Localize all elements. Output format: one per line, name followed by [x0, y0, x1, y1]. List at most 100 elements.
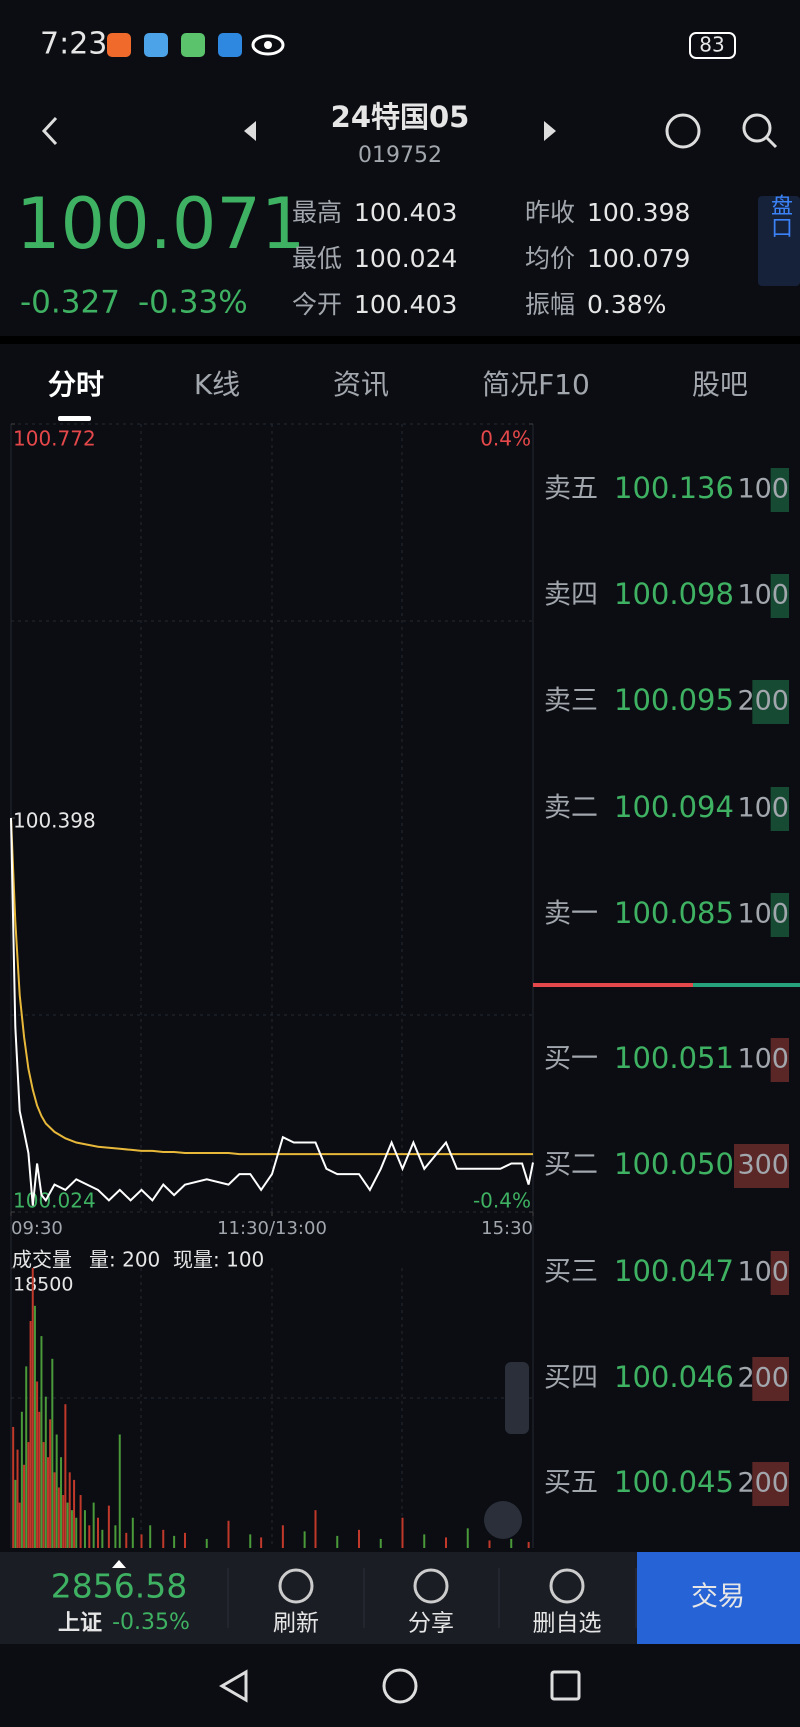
book-label: 卖一	[544, 899, 598, 930]
volume-bar	[68, 1472, 71, 1548]
volume-bar	[101, 1529, 104, 1548]
volume-bar	[379, 1538, 382, 1548]
stat-value: 100.403	[354, 290, 457, 319]
expand-button[interactable]	[484, 1501, 522, 1539]
volume-bar	[53, 1472, 56, 1548]
volume-bar	[18, 1502, 21, 1548]
volume-bar	[20, 1411, 23, 1548]
book-divider-red	[533, 983, 693, 987]
book-price: 100.045	[614, 1465, 734, 1499]
volume-bar	[23, 1464, 26, 1548]
volume-bar	[79, 1495, 82, 1548]
qty-bar	[752, 680, 789, 724]
trade-button[interactable]	[637, 1552, 800, 1644]
volume-bar	[49, 1419, 52, 1548]
status-time: 7:23	[40, 27, 107, 62]
series-line	[10, 817, 534, 1206]
book-qty: 100	[737, 1257, 789, 1288]
volume-bar	[83, 1510, 86, 1548]
volume-bar	[27, 1442, 30, 1548]
book-label: 买四	[544, 1363, 598, 1394]
book-price: 100.085	[614, 896, 734, 930]
volume-bar	[88, 1525, 91, 1548]
volume-bar	[73, 1479, 76, 1548]
book-price: 100.050	[614, 1147, 734, 1181]
volume-bar	[249, 1534, 252, 1548]
volume-bar	[14, 1479, 17, 1548]
chat-button[interactable]	[665, 113, 701, 149]
button-label[interactable]: 分享	[408, 1611, 454, 1637]
volume-bar	[260, 1537, 263, 1548]
index-value[interactable]: 2856.58	[51, 1567, 187, 1606]
side-tab[interactable]	[758, 196, 800, 286]
nav-home[interactable]	[382, 1668, 418, 1704]
volume-bar	[36, 1381, 39, 1548]
volume-bar	[57, 1487, 60, 1548]
book-price: 100.098	[614, 577, 734, 611]
y2-tick-label: -0.4%	[473, 1189, 531, 1213]
button-label[interactable]: 删自选	[533, 1611, 602, 1637]
book-price: 100.047	[614, 1254, 734, 1288]
tab-underline	[58, 416, 91, 421]
book-qty: 200	[737, 686, 789, 717]
book-label: 买一	[544, 1044, 598, 1075]
book-qty: 300	[737, 1150, 789, 1181]
volume-bar	[75, 1517, 78, 1548]
qty-bar	[770, 893, 789, 937]
volume-bar	[38, 1411, 41, 1548]
volume-bar	[358, 1529, 360, 1548]
volume-bar	[60, 1457, 63, 1548]
button-icon[interactable]	[278, 1568, 314, 1604]
tab[interactable]: 分时	[48, 368, 104, 401]
tab[interactable]: K线	[194, 368, 240, 401]
button-icon[interactable]	[549, 1568, 585, 1604]
collapse-handle[interactable]	[505, 1362, 529, 1434]
search-button[interactable]	[742, 113, 778, 149]
divider	[0, 336, 800, 344]
nav-recent[interactable]	[550, 1670, 581, 1701]
index-caret	[112, 1560, 126, 1568]
trade-label: 交易	[691, 1582, 745, 1613]
title: 24特国05	[331, 100, 470, 134]
volume-bar	[173, 1535, 176, 1548]
volume-annotation: 量: 200	[89, 1248, 160, 1272]
qty-bar	[770, 574, 789, 618]
button-label[interactable]: 刷新	[273, 1611, 319, 1637]
qty-bar	[770, 468, 789, 512]
prev-button[interactable]	[244, 121, 256, 141]
volume-bar	[46, 1457, 49, 1548]
volume-bar	[227, 1520, 230, 1548]
back-button[interactable]	[41, 116, 58, 146]
book-price: 100.095	[614, 683, 734, 717]
stat-label: 昨收	[525, 198, 575, 227]
battery: 83	[699, 33, 724, 57]
volume-bar	[97, 1517, 99, 1548]
volume-bar	[64, 1404, 67, 1548]
volume-bar	[118, 1434, 121, 1548]
volume-bar	[55, 1434, 58, 1548]
volume-bar	[42, 1442, 45, 1548]
volume-bar	[466, 1528, 469, 1548]
tab[interactable]: 资讯	[333, 368, 389, 401]
qty-bar	[770, 787, 789, 831]
nav-back[interactable]	[219, 1669, 248, 1703]
next-button[interactable]	[544, 121, 556, 141]
book-qty: 100	[737, 793, 789, 824]
stat-value: 0.38%	[587, 290, 666, 319]
volume-bar	[70, 1510, 73, 1548]
status-icons	[107, 32, 736, 59]
button-icon[interactable]	[413, 1568, 449, 1604]
volume-title: 成交量	[12, 1248, 72, 1272]
volume-annotation: 现量: 100	[173, 1248, 264, 1272]
volume-bar	[445, 1537, 447, 1548]
volume-bar	[184, 1532, 186, 1548]
tab[interactable]: 股吧	[692, 368, 748, 401]
volume-bar	[488, 1540, 491, 1548]
volume-bar	[92, 1502, 95, 1548]
x-tick-label: 15:30	[481, 1218, 533, 1239]
stat-value: 100.079	[587, 244, 690, 273]
volume-bar	[33, 1305, 36, 1548]
tab[interactable]: 简况F10	[482, 368, 590, 401]
